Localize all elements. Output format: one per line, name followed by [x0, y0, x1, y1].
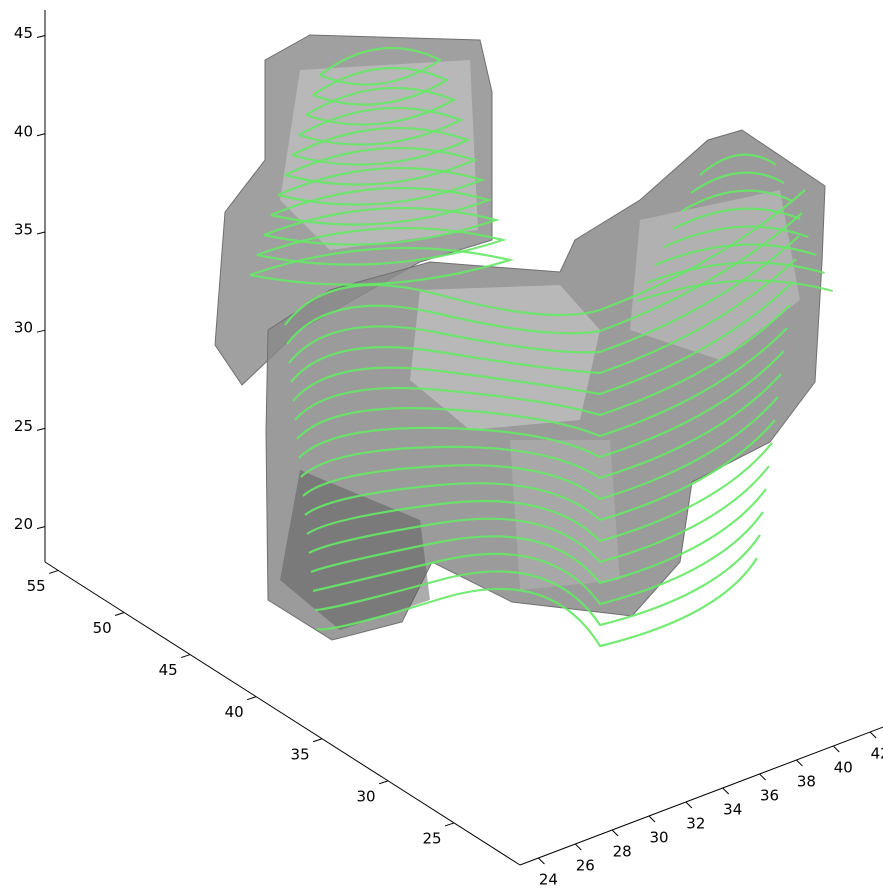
isosurface — [215, 35, 825, 640]
y-tick-label: 50 — [93, 619, 112, 637]
z-tick — [37, 36, 45, 38]
x-tick — [760, 774, 766, 780]
y-tick — [247, 697, 256, 700]
x-tick — [575, 844, 581, 850]
y-tick-label: 40 — [225, 703, 244, 721]
y-tick-label: 35 — [291, 745, 310, 763]
z-tick-label: 35 — [14, 220, 33, 238]
y-tick-label: 55 — [27, 577, 46, 595]
x-tick — [649, 816, 655, 822]
y-tick — [445, 823, 454, 826]
x-axis — [520, 718, 883, 865]
x-tick — [796, 760, 802, 766]
x-tick-label: 24 — [539, 871, 558, 889]
x-tick-label: 40 — [834, 759, 853, 777]
x-tick-label: 36 — [760, 787, 779, 805]
x-tick — [686, 802, 692, 808]
y-tick — [49, 570, 58, 573]
x-tick-label: 26 — [576, 857, 595, 875]
z-tick-label: 40 — [14, 122, 33, 140]
y-tick — [379, 781, 388, 784]
y-tick — [313, 739, 322, 742]
z-tick — [37, 428, 45, 430]
y-tick-label: 25 — [422, 829, 441, 847]
z-tick — [37, 330, 45, 332]
y-tick-label: 30 — [357, 787, 376, 805]
z-tick — [37, 232, 45, 234]
x-tick — [538, 858, 544, 864]
z-tick-label: 45 — [14, 24, 33, 42]
y-tick — [115, 613, 124, 616]
z-tick — [37, 134, 45, 136]
y-tick-label: 45 — [159, 661, 178, 679]
x-tick-label: 28 — [613, 843, 632, 861]
z-tick-label: 20 — [14, 515, 33, 533]
x-tick — [612, 830, 618, 836]
x-tick — [833, 746, 839, 752]
z-tick — [37, 527, 45, 529]
x-tick-label: 42 — [871, 745, 883, 763]
z-tick-label: 25 — [14, 417, 33, 435]
x-tick-label: 38 — [797, 773, 816, 791]
y-tick — [181, 655, 190, 658]
x-tick — [870, 732, 876, 738]
x-tick-label: 30 — [649, 829, 668, 847]
x-tick-label: 34 — [723, 801, 742, 819]
x-tick — [723, 788, 729, 794]
x-tick-label: 32 — [686, 815, 705, 833]
z-tick-label: 30 — [14, 319, 33, 337]
chart: 20 25 30 35 40 45 25 30 35 40 45 50 55 24 26 28 30 32 34 36… — [0, 0, 883, 891]
